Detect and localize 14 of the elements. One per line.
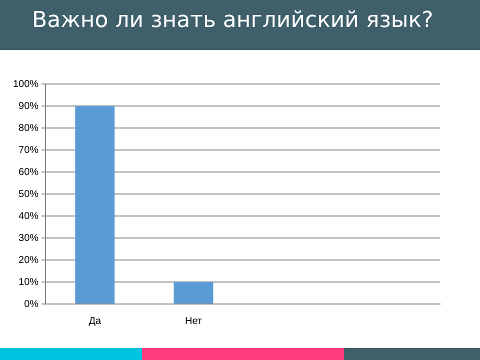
x-tick-label: Да xyxy=(88,316,102,327)
y-tick-label: 30% xyxy=(18,232,39,244)
y-tick-label: 50% xyxy=(18,188,39,200)
chart-title: Важно ли знать английский язык? xyxy=(32,8,434,33)
y-tick-label: 20% xyxy=(18,254,39,266)
y-tick-label: 40% xyxy=(18,210,39,222)
y-tick-label: 100% xyxy=(13,78,39,90)
y-tick-label: 80% xyxy=(18,122,39,134)
y-tick-label: 60% xyxy=(18,166,39,178)
y-tick-label: 90% xyxy=(18,100,39,112)
y-tick-label: 70% xyxy=(18,144,39,156)
x-tick-label: Нет xyxy=(184,316,202,327)
y-tick-label: 10% xyxy=(18,276,39,288)
y-tick-label: 0% xyxy=(24,298,39,310)
